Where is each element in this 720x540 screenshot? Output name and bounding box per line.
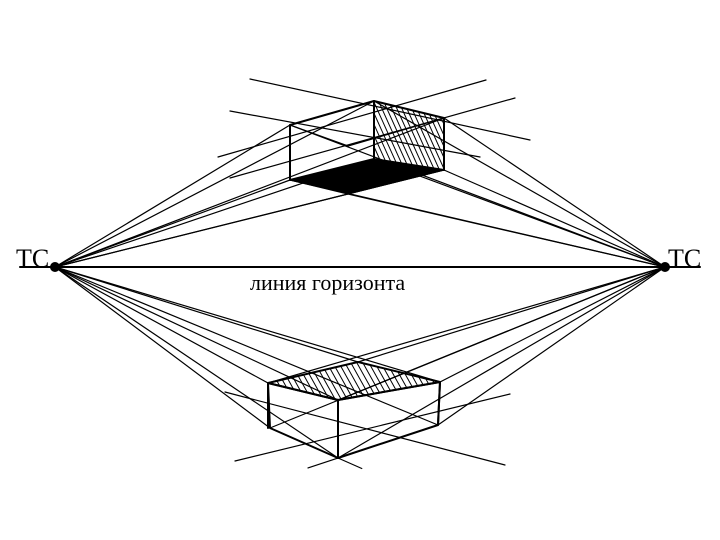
perspective-diagram: ТС ТС линия горизонта: [0, 0, 720, 540]
horizon-line-label: линия горизонта: [250, 270, 405, 296]
vanishing-point-left-label: ТС: [16, 244, 49, 274]
vanishing-point-right-label: ТС: [668, 244, 701, 274]
